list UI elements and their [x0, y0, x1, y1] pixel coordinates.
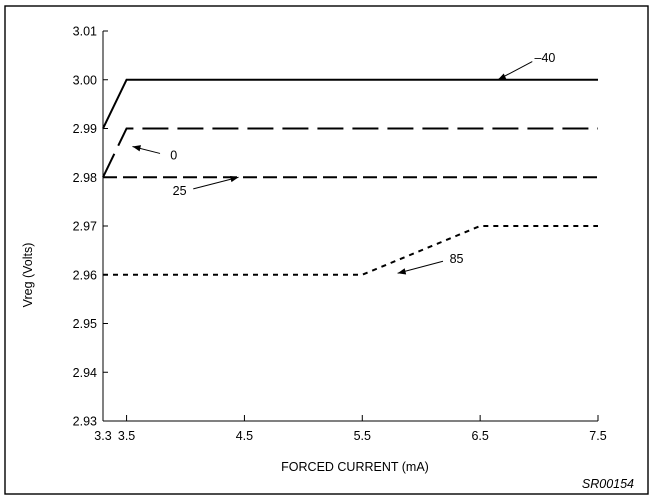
y-tick-label-0: 3.01	[73, 25, 97, 39]
chart-frame	[4, 5, 649, 495]
series-line-3	[103, 225, 598, 276]
series-label-1: 0	[170, 148, 177, 162]
series-label-0: –40	[535, 51, 556, 65]
y-tick-label-3: 2.98	[73, 171, 97, 185]
y-tick-label-1: 3.00	[73, 73, 97, 87]
series-layer	[102, 78, 598, 276]
series-line-0	[102, 78, 598, 129]
x-tick-label-2: 4.5	[236, 429, 253, 443]
annotation-arrowhead-2	[230, 175, 239, 183]
y-tick-label-5: 2.96	[73, 268, 97, 282]
y-tick-label-6: 2.95	[73, 317, 97, 331]
annotation-layer: –40 0 25 85	[132, 51, 555, 275]
x-tick-label-1: 3.5	[118, 429, 135, 443]
axes: 3.01 3.00 2.99 2.98 2.97 2.96 2.95 2.94 2.933.3 3…	[73, 25, 607, 444]
series-line-1	[102, 127, 598, 178]
y-tick-label-4: 2.97	[73, 220, 97, 234]
series-label-2: 25	[173, 184, 187, 198]
x-tick-label-5: 7.5	[589, 429, 606, 443]
y-tick-label-8: 2.93	[73, 415, 97, 429]
annotation-arrowhead-0	[497, 73, 507, 80]
annotation-arrowhead-3	[397, 268, 407, 275]
figure-code: SR00154	[582, 477, 634, 491]
series-label-3: 85	[450, 252, 464, 266]
annotation-arrowhead-1	[132, 145, 141, 152]
y-axis-title: Vreg (Volts)	[21, 243, 35, 308]
x-axis-title: FORCED CURRENT (mA)	[281, 460, 429, 474]
y-tick-label-7: 2.94	[73, 366, 97, 380]
x-tick-label-0: 3.3	[94, 429, 111, 443]
x-tick-label-3: 5.5	[354, 429, 371, 443]
x-tick-label-4: 6.5	[471, 429, 488, 443]
y-tick-label-2: 2.99	[73, 122, 97, 136]
